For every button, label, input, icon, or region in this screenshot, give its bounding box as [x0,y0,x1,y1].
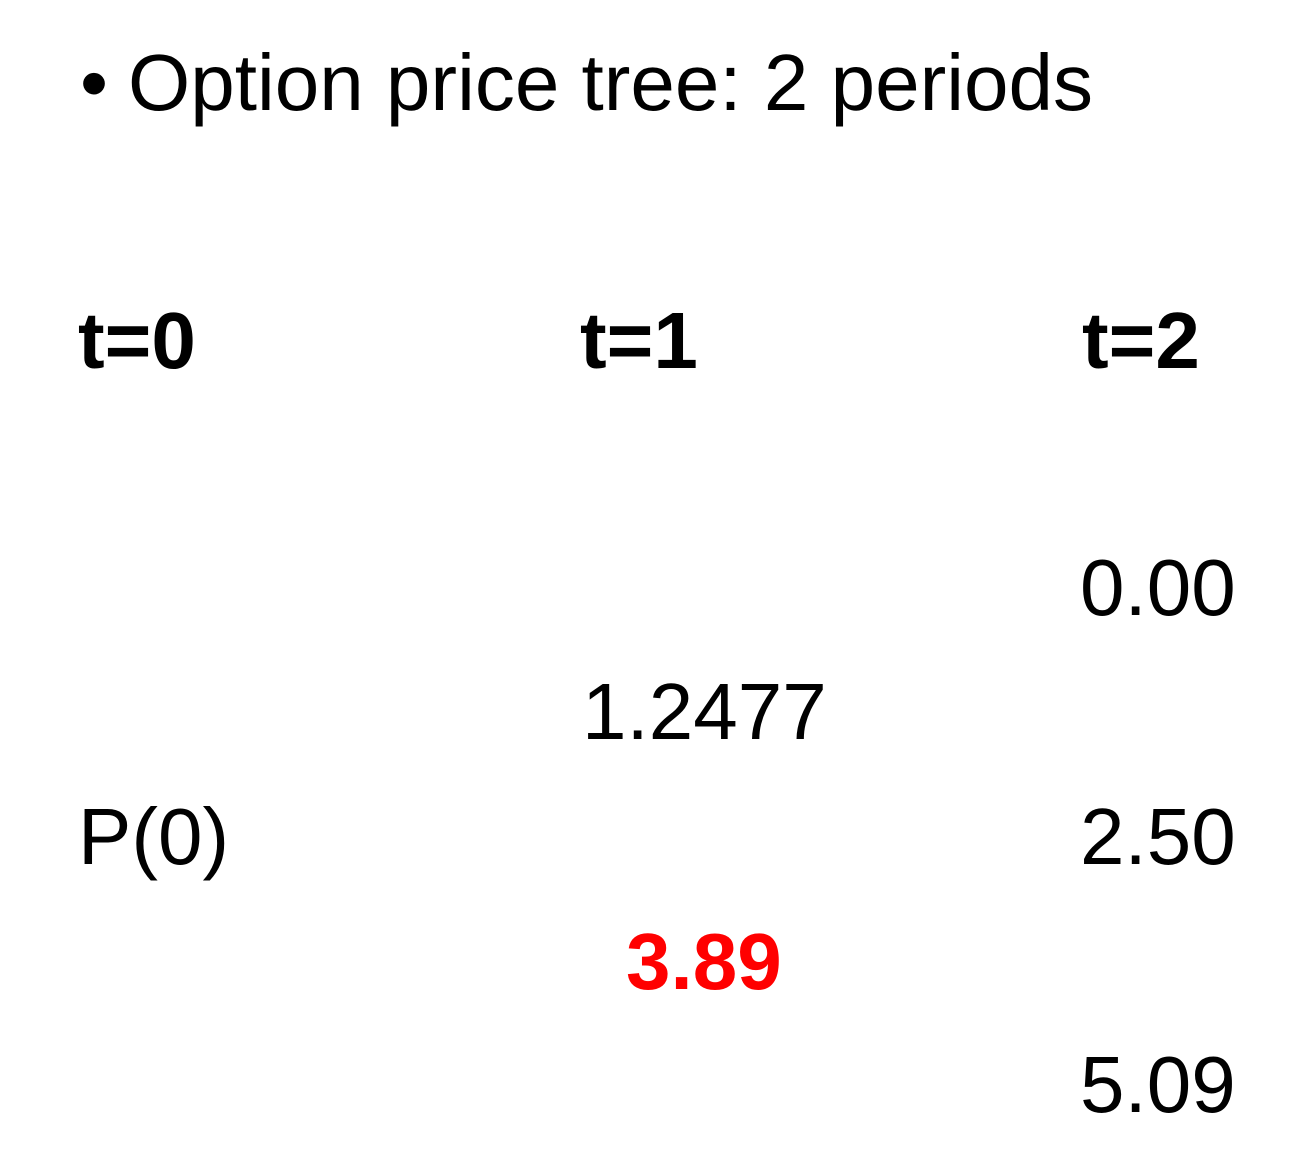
node-t1-down: 3.89 [626,917,782,1006]
node-t2-uu: 0.00 [1080,543,1236,632]
slide-title-row: • Option price tree: 2 periods [80,43,1093,123]
node-t1-up: 1.2477 [582,667,827,756]
slide-title: Option price tree: 2 periods [128,38,1093,127]
header-t0: t=0 [78,296,196,385]
header-t2: t=2 [1082,296,1200,385]
node-t2-dd: 5.09 [1080,1040,1236,1129]
bullet-icon: • [80,38,109,127]
node-t0-root: P(0) [78,792,230,881]
header-t1: t=1 [580,296,698,385]
node-t2-ud: 2.50 [1080,792,1236,881]
